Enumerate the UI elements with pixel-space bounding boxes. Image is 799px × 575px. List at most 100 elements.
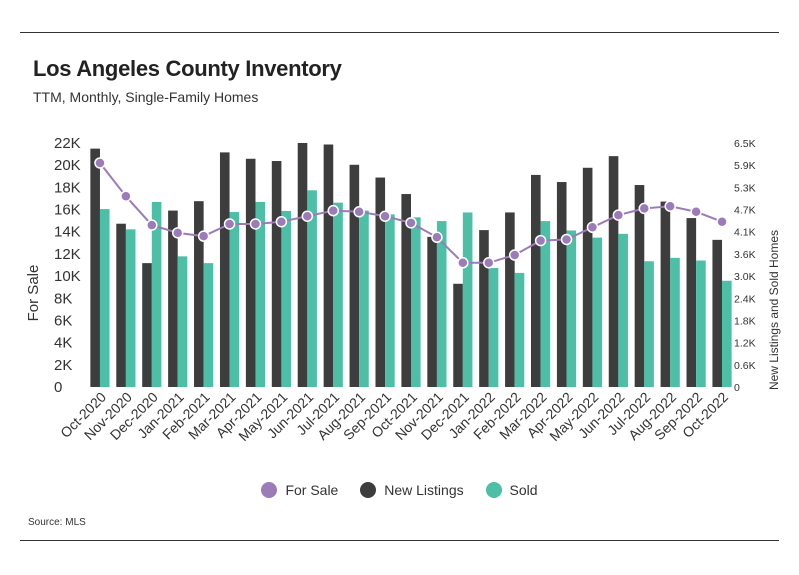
- bar-new-listings: [116, 223, 126, 387]
- point-for-sale: [353, 206, 365, 218]
- point-for-sale: [690, 206, 702, 218]
- bar-new-listings: [323, 144, 334, 387]
- bar-sold: [618, 233, 628, 387]
- left-axis-tick-label: 10K: [54, 268, 81, 285]
- bar-new-listings: [608, 156, 619, 387]
- bar-sold: [566, 230, 577, 387]
- bar-new-listings: [90, 148, 100, 387]
- right-axis-tick-label: 6.5K: [734, 138, 756, 150]
- point-for-sale: [716, 215, 728, 228]
- right-axis-tick-label: 5.9K: [734, 160, 756, 172]
- legend-swatch-sold: [485, 482, 502, 498]
- bar-new-listings: [660, 201, 671, 387]
- bar-sold: [488, 268, 499, 387]
- point-for-sale: [301, 210, 314, 222]
- bottom-rule: [20, 540, 779, 541]
- point-for-sale: [223, 218, 236, 230]
- bar-new-listings: [245, 158, 256, 387]
- bar-new-listings: [194, 201, 204, 387]
- left-axis-tick-label: 20K: [54, 157, 81, 174]
- bar-new-listings: [556, 182, 567, 387]
- point-for-sale: [275, 215, 288, 228]
- right-axis-tick-label: 0: [734, 382, 740, 394]
- right-axis-tick-label: 1.8K: [734, 315, 756, 327]
- legend-swatch-new-listings: [360, 482, 377, 498]
- bar-sold: [359, 210, 369, 387]
- chart-legend: For Sale New Listings Sold: [0, 482, 799, 501]
- bar-new-listings: [349, 164, 360, 387]
- bar-new-listings: [219, 152, 230, 387]
- legend-label-sold: Sold: [509, 482, 538, 498]
- point-for-sale: [664, 200, 676, 212]
- bar-sold: [436, 221, 447, 387]
- point-for-sale: [457, 257, 469, 269]
- bar-new-listings: [686, 218, 697, 387]
- chart-title: Los Angeles County Inventory: [33, 56, 342, 81]
- bar-new-listings: [271, 161, 282, 387]
- left-axis-tick-label: 12K: [54, 246, 81, 263]
- bar-new-listings: [297, 143, 308, 387]
- legend-item-sold[interactable]: Sold: [485, 482, 538, 498]
- point-for-sale: [431, 231, 443, 244]
- bar-sold: [514, 272, 525, 387]
- point-for-sale: [483, 257, 495, 269]
- source-note: Source: MLS: [28, 517, 86, 528]
- right-axis-tick-label: 4.1K: [734, 227, 756, 239]
- bar-sold: [125, 229, 136, 387]
- bar-sold: [722, 280, 732, 387]
- bar-new-listings: [505, 212, 515, 387]
- legend-item-for-sale[interactable]: For Sale: [261, 482, 338, 498]
- right-axis-tick-label: 1.2K: [734, 338, 756, 350]
- point-for-sale: [534, 234, 547, 247]
- point-for-sale: [612, 209, 625, 221]
- bar-sold: [203, 263, 214, 387]
- left-axis-tick-label: 4K: [54, 335, 72, 352]
- bar-sold: [151, 201, 162, 387]
- point-for-sale: [379, 210, 391, 222]
- point-for-sale: [197, 230, 210, 242]
- bar-sold: [177, 256, 188, 387]
- bar-sold: [592, 237, 603, 387]
- bar-sold: [411, 217, 421, 387]
- point-for-sale: [94, 157, 106, 169]
- point-for-sale: [638, 202, 651, 215]
- left-axis-tick-label: 8K: [54, 290, 72, 307]
- bar-new-listings: [401, 194, 411, 387]
- right-axis-title: New Listings and Sold Homes: [767, 230, 781, 390]
- left-axis-tick-label: 2K: [54, 357, 72, 374]
- bar-sold: [644, 261, 654, 387]
- bar-sold: [333, 202, 343, 387]
- legend-label-new-listings: New Listings: [384, 482, 464, 498]
- bar-sold: [385, 214, 395, 387]
- left-axis-tick-label: 14K: [54, 224, 81, 241]
- bar-new-listings: [479, 230, 489, 387]
- bar-new-listings: [427, 236, 437, 387]
- legend-item-new-listings[interactable]: New Listings: [360, 482, 464, 498]
- bar-sold: [670, 257, 680, 387]
- legend-label-for-sale: For Sale: [285, 482, 339, 498]
- bar-new-listings: [375, 177, 386, 387]
- left-axis-title: For Sale: [25, 265, 42, 322]
- point-for-sale: [405, 217, 417, 229]
- bar-sold: [696, 260, 706, 387]
- left-axis-tick-label: 16K: [54, 202, 81, 219]
- bar-sold: [462, 212, 473, 387]
- bar-sold: [307, 190, 317, 387]
- point-for-sale: [508, 249, 521, 261]
- bar-new-listings: [582, 167, 593, 387]
- bar-new-listings: [453, 283, 463, 387]
- right-axis-tick-label: 2.4K: [734, 293, 756, 305]
- left-axis-tick-label: 18K: [54, 179, 81, 196]
- bar-new-listings: [531, 174, 541, 387]
- right-axis-tick-label: 4.7K: [734, 205, 756, 217]
- right-axis-tick-label: 5.3K: [734, 182, 756, 194]
- legend-swatch-for-sale: [261, 482, 278, 498]
- bar-new-listings: [142, 263, 152, 387]
- point-for-sale: [586, 221, 599, 234]
- right-axis-tick-label: 3.6K: [734, 249, 756, 261]
- right-axis-tick-label: 0.6K: [734, 360, 756, 372]
- top-rule: [20, 32, 779, 33]
- point-for-sale: [171, 227, 184, 239]
- point-for-sale: [560, 233, 573, 246]
